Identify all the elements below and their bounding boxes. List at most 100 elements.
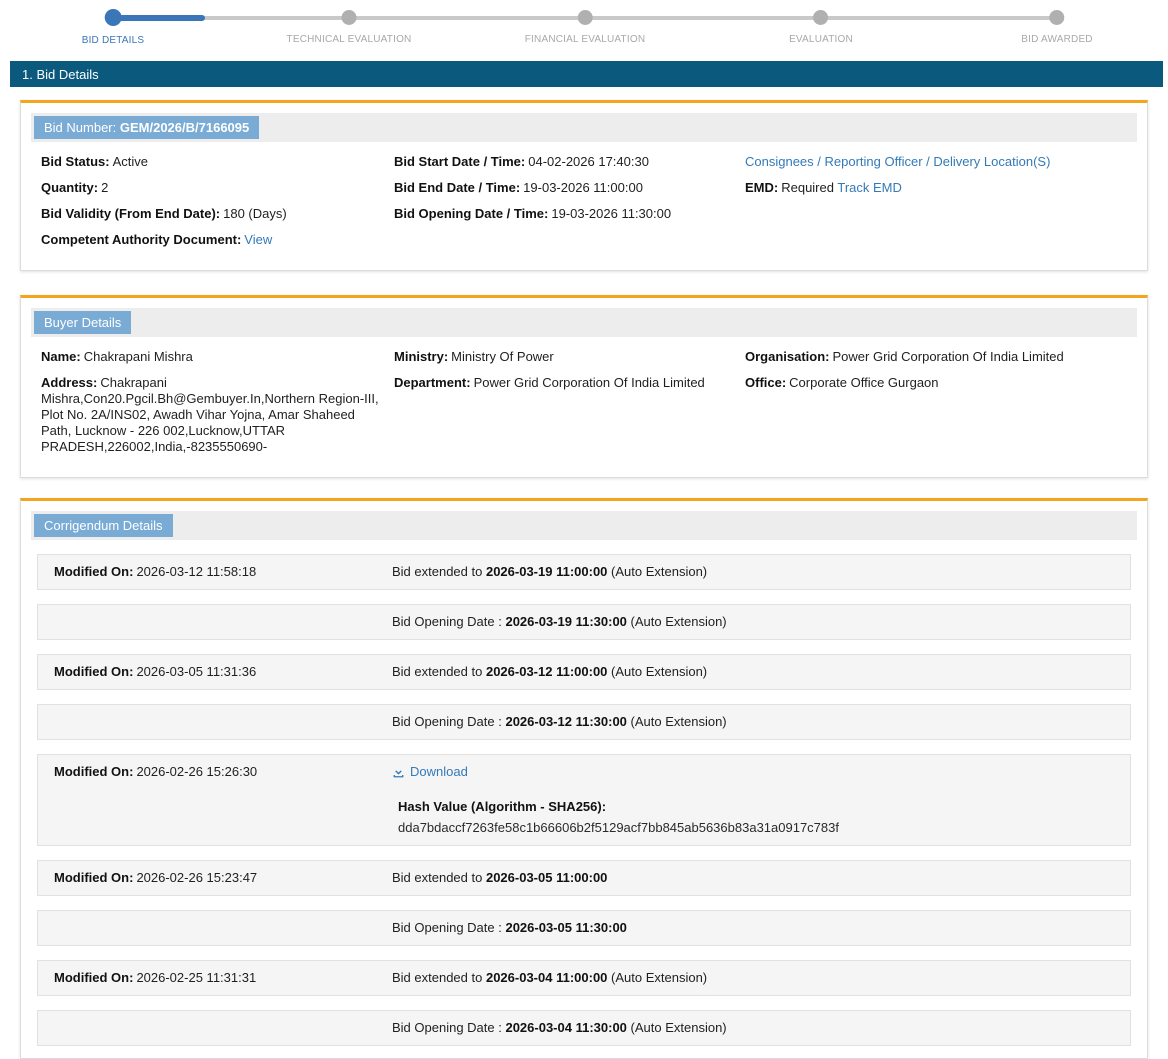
download-icon (393, 766, 404, 777)
field-value: 19-03-2026 11:30:00 (551, 206, 672, 221)
field-label: Address: (41, 375, 98, 390)
corrigendum-card: Corrigendum Details Modified On: 2026-03-… (20, 498, 1148, 1059)
corrigendum-badge: Corrigendum Details (34, 514, 173, 537)
page-title: 1. Bid Details (22, 66, 99, 82)
step-label: FINANCIAL EVALUATION (524, 34, 646, 45)
corrigendum-row: Bid Opening Date : 2026-03-05 11:30:00 (37, 909, 1131, 946)
buyer-details-badge: Buyer Details (34, 311, 132, 334)
bid-number-label: Bid Number: (44, 120, 117, 135)
bid-fields-left: Bid Status: Active Quantity: 2 Bid Validit… (41, 154, 394, 258)
consignees-link[interactable]: Consignees / Reporting Officer / Deliver… (745, 154, 1051, 169)
bid-validity-field: Bid Validity (From End Date): 180 (Days) (41, 206, 394, 222)
corrigendum-text: Bid Opening Date : 2026-03-05 11:30:00 (392, 919, 627, 935)
modified-on-label: Modified On: (54, 764, 134, 779)
bid-fields-right: Consignees / Reporting Officer / Deliver… (745, 154, 1137, 258)
bid-opening-field: Bid Opening Date / Time: 19-03-2026 11:30… (394, 206, 745, 222)
bid-fields: Bid Status: Active Quantity: 2 Bid Validit… (21, 150, 1147, 258)
corrigendum-row: Modified On: 2026-02-26 15:23:47 Bid exte… (37, 859, 1131, 896)
modified-on-label: Modified On: (54, 664, 134, 679)
field-value: Ministry Of Power (451, 349, 554, 364)
bid-details-card: Bid Number: GEM/2026/B/7166095 Bid Statu… (20, 100, 1148, 271)
field-value: 04-02-2026 17:40:30 (528, 154, 649, 169)
corrigendum-row-download: Modified On: 2026-02-26 15:26:30 Download… (37, 754, 1131, 846)
field-value: 2 (101, 180, 109, 195)
view-document-link[interactable]: View (244, 232, 273, 247)
corrigendum-row: Modified On: 2026-03-05 11:31:36 Bid exte… (37, 654, 1131, 690)
competent-authority-field: Competent Authority Document: View (41, 232, 394, 248)
step-evaluation[interactable]: EVALUATION (789, 10, 853, 45)
corrigendum-text: Bid extended to 2026-03-04 11:00:00 (Aut… (392, 969, 708, 985)
field-value: Active (112, 154, 149, 169)
consignees-field: Consignees / Reporting Officer / Deliver… (745, 154, 1137, 170)
section-title-bar: 1. Bid Details (10, 61, 1163, 87)
buyer-details-strip: Buyer Details (31, 308, 1137, 337)
department-field: Department: Power Grid Corporation Of Ind… (394, 375, 745, 391)
bid-number-strip: Bid Number: GEM/2026/B/7166095 (31, 113, 1137, 142)
corrigendum-text: Bid extended to 2026-03-12 11:00:00 (Aut… (392, 664, 708, 679)
step-dot-icon (813, 10, 829, 25)
step-bid-awarded[interactable]: BID AWARDED (1021, 10, 1093, 45)
step-label: EVALUATION (789, 34, 853, 45)
field-label: Bid Validity (From End Date): (41, 206, 221, 221)
field-value: Chakrapani Mishra,Con20.Pgcil.Bh@Gembuye… (41, 375, 379, 454)
hash-value: dda7bdaccf7263fe58c1b66606b2f5129acf7bb8… (398, 819, 839, 835)
field-label: Bid Start Date / Time: (394, 154, 526, 169)
modified-on-value: 2026-03-12 11:58:18 (136, 564, 257, 579)
corrigendum-row: Bid Opening Date : 2026-03-19 11:30:00 (… (37, 604, 1131, 640)
buyer-details-card: Buyer Details Name: Chakrapani Mishra Add… (20, 295, 1148, 478)
modified-on-label: Modified On: (54, 969, 134, 985)
step-financial-evaluation[interactable]: FINANCIAL EVALUATION (525, 10, 646, 45)
modified-on-value: 2026-02-26 15:23:47 (136, 869, 258, 885)
field-label: Bid Status: (41, 154, 110, 169)
bid-status-field: Bid Status: Active (41, 154, 394, 170)
buyer-fields: Name: Chakrapani Mishra Address: Chakrapan… (21, 345, 1147, 465)
step-bid-details[interactable]: BID DETAILS (81, 9, 145, 46)
step-label: BID DETAILS (81, 35, 145, 46)
buyer-fields-left: Name: Chakrapani Mishra Address: Chakrapan… (41, 349, 394, 465)
step-label: TECHNICAL EVALUATION (286, 34, 412, 45)
download-link[interactable]: Download (392, 764, 468, 780)
field-label: Competent Authority Document: (41, 232, 242, 247)
field-label: EMD: (745, 180, 779, 195)
field-label: Office: (745, 375, 787, 390)
bid-number-value: GEM/2026/B/7166095 (119, 120, 250, 135)
field-label: Bid End Date / Time: (394, 180, 521, 195)
buyer-fields-right: Organisation: Power Grid Corporation Of I… (745, 349, 1137, 465)
buyer-name-field: Name: Chakrapani Mishra (41, 349, 394, 365)
modified-on-value: 2026-02-26 15:26:30 (136, 764, 258, 779)
modified-on-label: Modified On: (54, 869, 134, 885)
field-value: Power Grid Corporation Of India Limited (832, 349, 1064, 364)
step-dot-icon (341, 10, 357, 25)
ministry-field: Ministry: Ministry Of Power (394, 349, 745, 365)
field-label: Bid Opening Date / Time: (394, 206, 549, 221)
corrigendum-text: Bid extended to 2026-03-05 11:00:00 (392, 869, 608, 885)
modified-on-value: 2026-02-25 11:31:31 (136, 969, 257, 985)
track-emd-link[interactable]: Track EMD (837, 180, 902, 195)
modified-on-label: Modified On: (54, 564, 134, 579)
hash-label: Hash Value (Algorithm - SHA256): (398, 798, 607, 814)
field-value: 180 (Days) (223, 206, 287, 221)
emd-field: EMD: Required Track EMD (745, 180, 1137, 196)
buyer-fields-middle: Ministry: Ministry Of Power Department: Po… (394, 349, 745, 465)
step-technical-evaluation[interactable]: TECHNICAL EVALUATION (287, 10, 412, 45)
step-dot-icon (1049, 10, 1065, 25)
office-field: Office: Corporate Office Gurgaon (745, 375, 1137, 391)
step-dot-icon (577, 10, 593, 25)
hash-block: Hash Value (Algorithm - SHA256): dda7bda… (392, 799, 1118, 836)
corrigendum-strip: Corrigendum Details (31, 511, 1137, 540)
field-label: Name: (41, 349, 81, 364)
step-dot-icon (104, 9, 122, 26)
field-value: Corporate Office Gurgaon (789, 375, 939, 390)
buyer-address-field: Address: Chakrapani Mishra,Con20.Pgcil.Bh… (41, 375, 394, 455)
field-label: Ministry: (394, 349, 449, 364)
field-value: Chakrapani Mishra (83, 349, 193, 364)
corrigendum-row: Bid Opening Date : 2026-03-12 11:30:00 (… (37, 704, 1131, 740)
field-label: Department: (394, 375, 471, 390)
bid-start-field: Bid Start Date / Time: 04-02-2026 17:40:3… (394, 154, 745, 170)
bid-number-badge: Bid Number: GEM/2026/B/7166095 (34, 116, 260, 139)
corrigendum-text: Bid extended to 2026-03-19 11:00:00 (Aut… (392, 564, 708, 579)
field-label: Organisation: (745, 349, 830, 364)
modified-on-value: 2026-03-05 11:31:36 (136, 664, 257, 679)
corrigendum-row: Modified On: 2026-03-12 11:58:18 Bid exte… (37, 554, 1131, 590)
corrigendum-text: Bid Opening Date : 2026-03-12 11:30:00 (… (392, 714, 727, 729)
